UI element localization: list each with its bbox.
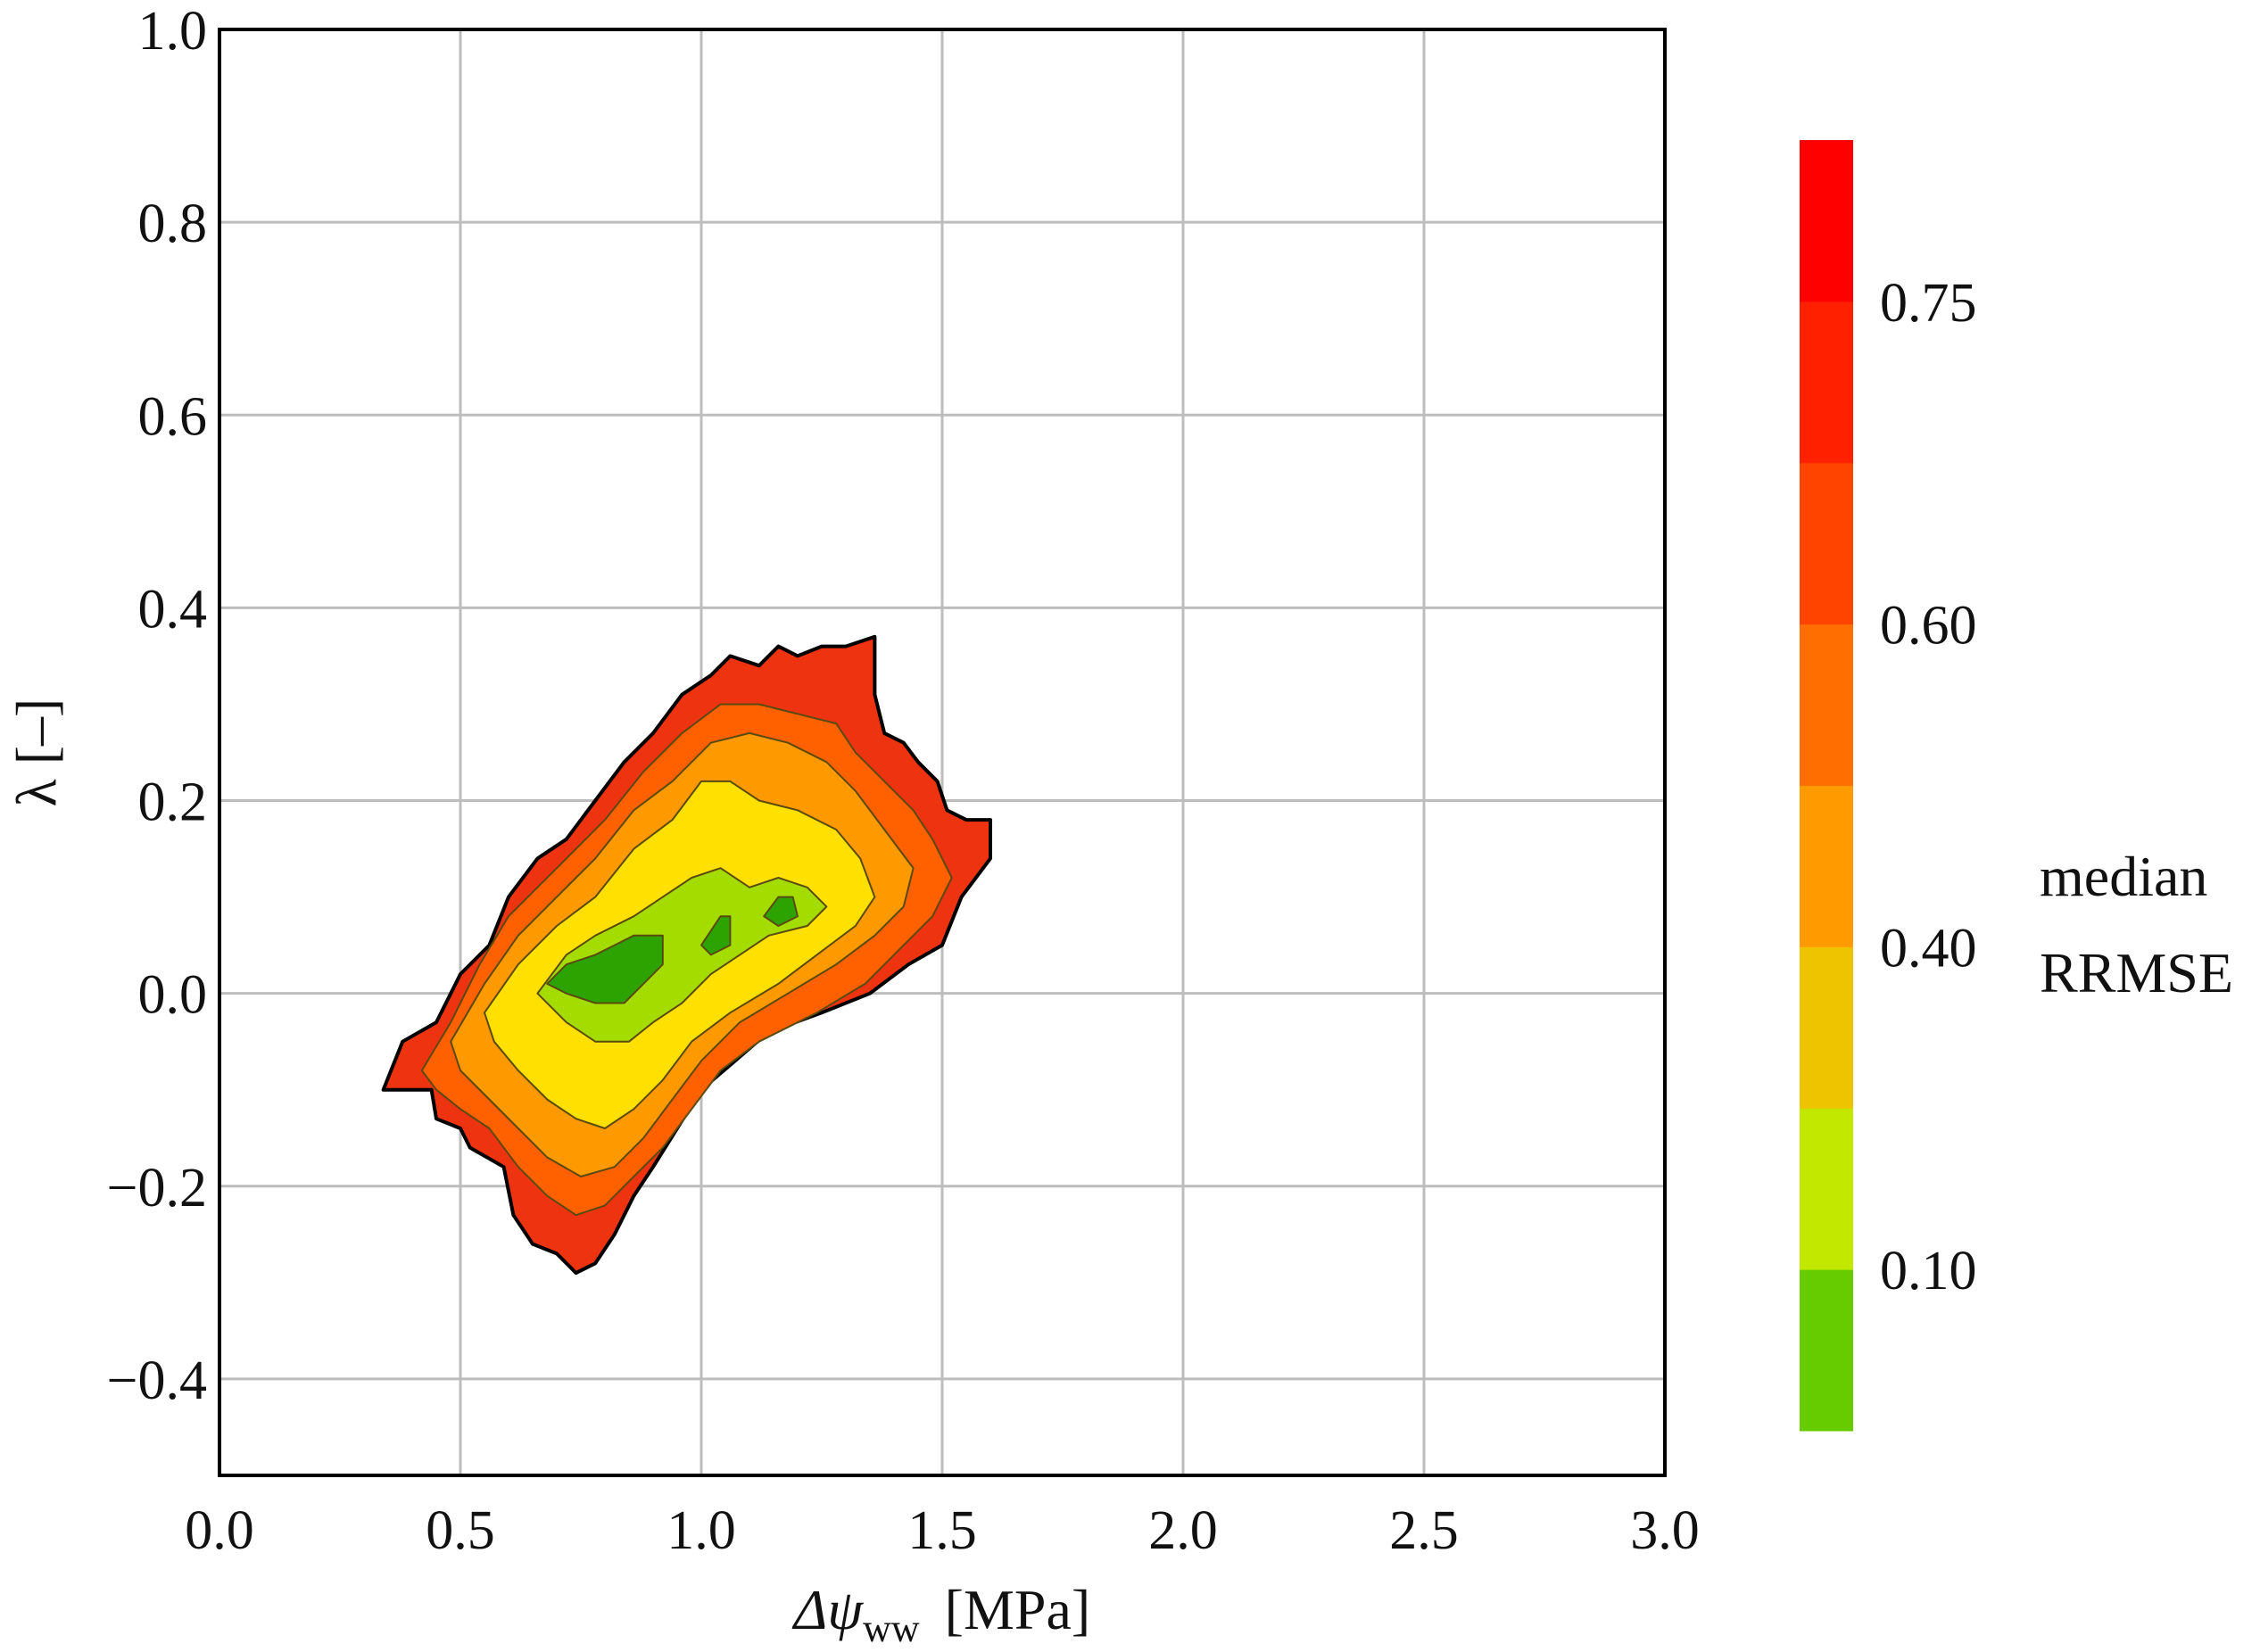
colorbar-band-6 [1800,301,1853,464]
y-tick-label: −0.4 [107,1351,207,1411]
y-tick-label: 0.2 [138,772,208,833]
y-axis-ticks: −0.4 −0.2 0.0 0.2 0.4 0.6 0.8 1.0 [107,1,207,1411]
colorbar-band-0 [1800,1269,1853,1432]
colorbar-label-line-2: RRMSE [2040,941,2233,1004]
x-tick-label: 1.0 [666,1500,736,1561]
colorbar-band-4 [1800,624,1853,786]
colorbar-band-7 [1800,140,1853,302]
colorbar-band-1 [1800,1108,1853,1270]
y-axis-label: λ [–] [4,698,68,807]
grid-lines [218,28,1667,1475]
x-tick-label: 3.0 [1630,1500,1700,1561]
x-axis-label: Δψww [MPa] [791,1578,1090,1650]
x-axis-label-main: Δψ [791,1578,865,1641]
colorbar-tick-label: 0.75 [1880,273,1977,334]
colorbar-label-line-1: median [2040,845,2207,908]
colorbar [1800,140,1853,1432]
colorbar-band-3 [1800,785,1853,947]
colorbar-tick-label: 0.10 [1880,1241,1977,1301]
x-tick-label: 0.5 [426,1500,495,1561]
x-tick-label: 2.5 [1389,1500,1459,1561]
colorbar-tick-label: 0.60 [1880,596,1977,657]
y-tick-label: 0.0 [138,965,208,1026]
y-tick-label: 0.8 [138,194,208,254]
x-axis-label-unit: [MPa] [945,1578,1091,1641]
colorbar-band-5 [1800,462,1853,625]
plot-frame [218,28,1667,1477]
contour-region-7 [763,896,799,927]
x-axis-label-subscript: ww [863,1607,920,1650]
y-tick-label: 1.0 [138,1,208,62]
x-axis-ticks: 0.0 0.5 1.0 1.5 2.0 2.5 3.0 [185,1500,1700,1561]
y-tick-label: 0.6 [138,386,208,447]
contour-regions [381,634,992,1276]
y-tick-label: −0.2 [107,1158,207,1218]
y-tick-label: 0.4 [138,579,208,640]
colorbar-tick-label: 0.40 [1880,918,1977,979]
colorbar-ticks: 0.10 0.40 0.60 0.75 [1880,273,1977,1301]
x-tick-label: 1.5 [907,1500,977,1561]
contour-region-5 [546,934,664,1004]
x-tick-label: 2.0 [1148,1500,1218,1561]
colorbar-band-2 [1800,946,1853,1109]
x-tick-label: 0.0 [185,1500,254,1561]
contour-region-6 [700,915,732,956]
